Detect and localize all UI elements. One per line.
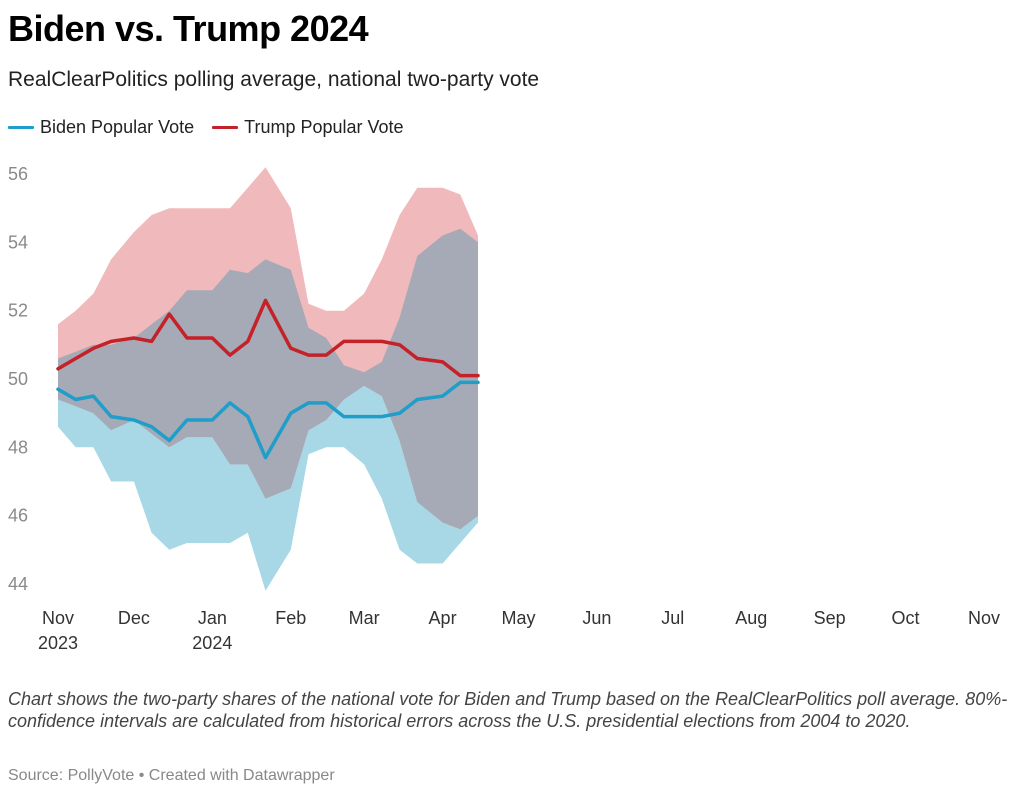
- x-tick-label-5: Apr: [429, 608, 457, 628]
- legend: Biden Popular Vote Trump Popular Vote: [8, 117, 404, 138]
- x-tick-label-3: Feb: [275, 608, 306, 628]
- x-tick-sublabel-2: 2024: [192, 633, 232, 653]
- y-tick-label-46: 46: [8, 506, 28, 526]
- biden-legend-swatch: [8, 126, 34, 129]
- x-tick-label-0: Nov: [42, 608, 74, 628]
- x-tick-label-8: Jul: [661, 608, 684, 628]
- x-tick-label-9: Aug: [735, 608, 767, 628]
- x-tick-label-11: Oct: [892, 608, 920, 628]
- legend-item-biden: Biden Popular Vote: [8, 117, 194, 138]
- x-tick-label-12: Nov: [968, 608, 1000, 628]
- x-tick-label-7: Jun: [582, 608, 611, 628]
- x-tick-sublabel-0: 2023: [38, 633, 78, 653]
- y-tick-label-56: 56: [8, 164, 28, 184]
- y-tick-label-52: 52: [8, 301, 28, 321]
- y-tick-label-50: 50: [8, 369, 28, 389]
- chart-title: Biden vs. Trump 2024: [8, 8, 369, 49]
- x-tick-label-6: May: [501, 608, 535, 628]
- chart-subtitle: RealClearPolitics polling average, natio…: [8, 68, 540, 91]
- x-tick-label-10: Sep: [814, 608, 846, 628]
- y-tick-label-48: 48: [8, 437, 28, 457]
- legend-item-trump: Trump Popular Vote: [212, 117, 404, 138]
- y-tick-label-44: 44: [8, 574, 28, 594]
- legend-label-biden: Biden Popular Vote: [40, 117, 195, 137]
- biden-line: [56, 380, 480, 460]
- y-tick-label-54: 54: [8, 232, 28, 252]
- trump-legend-swatch: [212, 126, 239, 129]
- trump-line: [56, 298, 480, 378]
- chart-notes: Chart shows the two-party shares of the …: [8, 689, 1008, 731]
- legend-label-trump: Trump Popular Vote: [244, 117, 404, 137]
- x-tick-label-2: Jan: [198, 608, 227, 628]
- x-tick-label-4: Mar: [349, 608, 380, 628]
- x-tick-label-1: Dec: [118, 608, 150, 628]
- chart-source: Source: PollyVote • Created with Datawra…: [8, 767, 335, 784]
- line-chart: 44 46 48 50 52 54 56 Nov 2023 Dec Jan 2024 Feb Mar Apr…: [8, 164, 1000, 653]
